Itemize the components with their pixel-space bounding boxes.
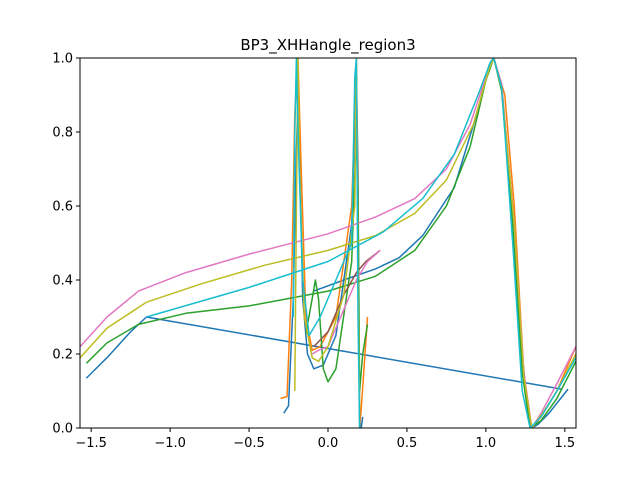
series-line-9 [80, 58, 576, 428]
y-tick-label: 0.8 [52, 126, 73, 141]
series-line-8 [313, 249, 381, 348]
series-line-13 [146, 58, 576, 428]
series-layer [80, 58, 576, 428]
series-line-10 [311, 249, 381, 355]
series-line-3 [313, 58, 569, 428]
x-tick-label: 1.0 [476, 436, 497, 451]
x-tick-label: −1.5 [75, 436, 107, 451]
series-line-14 [292, 58, 361, 428]
y-tick-label: 0.0 [52, 422, 73, 437]
x-tick-label: 0.0 [318, 436, 339, 451]
y-tick-label: 1.0 [52, 52, 73, 67]
y-tick-label: 0.2 [52, 348, 73, 363]
y-tick-label: 0.4 [52, 274, 73, 289]
series-line-11 [80, 58, 576, 428]
x-tick-label: 0.5 [397, 436, 418, 451]
series-line-5 [493, 58, 576, 428]
axis-ticks: −1.5 −1.0 −0.5 0.0 0.5 1.0 1.5 0.0 0.2 0.4 0.6 0.8 1… [52, 52, 575, 452]
x-tick-label: 1.5 [554, 436, 575, 451]
x-tick-label: −1.0 [154, 436, 186, 451]
series-line-6 [85, 58, 576, 428]
y-tick-label: 0.6 [52, 200, 73, 215]
series-line-1 [85, 316, 562, 390]
chart-title: BP3_XHHangle_region3 [240, 36, 415, 55]
plot-frame [79, 57, 577, 429]
x-tick-label: −0.5 [233, 436, 265, 451]
